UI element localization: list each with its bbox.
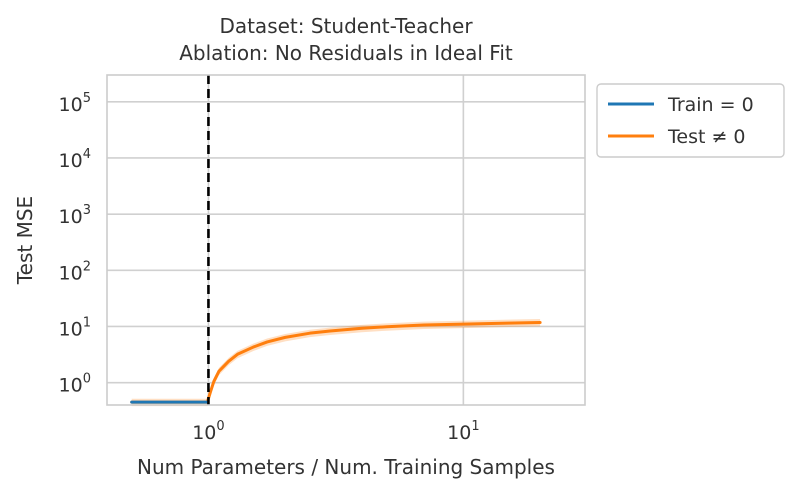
series-lines: [130, 320, 542, 404]
y-tick-label: 105: [59, 91, 91, 116]
x-axis-label: Num Parameters / Num. Training Samples: [137, 455, 555, 479]
plot-frame: [106, 74, 586, 406]
x-tick-label: 100: [192, 419, 224, 444]
legend-label: Test ≠ 0: [667, 126, 746, 148]
legend: Train = 0 Test ≠ 0: [596, 83, 785, 158]
y-tick-label: 103: [59, 203, 91, 228]
legend-label: Train = 0: [667, 94, 754, 116]
y-tick-labels: 100 101 102 103 104 105: [59, 91, 91, 397]
chart-title: Dataset: Student-Teacher: [219, 14, 473, 38]
y-axis-label: Test MSE: [13, 196, 37, 285]
y-tick-label: 101: [59, 315, 91, 340]
y-tick-label: 100: [59, 372, 91, 397]
confidence-bands: [131, 319, 541, 407]
chart-subtitle: Ablation: No Residuals in Ideal Fit: [179, 41, 513, 65]
y-tick-label: 104: [59, 147, 91, 172]
x-tick-labels: 100 101: [192, 419, 479, 444]
legend-box: [596, 83, 785, 158]
series-band: [131, 319, 541, 407]
x-tick-label: 101: [447, 419, 479, 444]
y-tick-label: 102: [59, 259, 91, 284]
grid-lines: [107, 75, 585, 405]
